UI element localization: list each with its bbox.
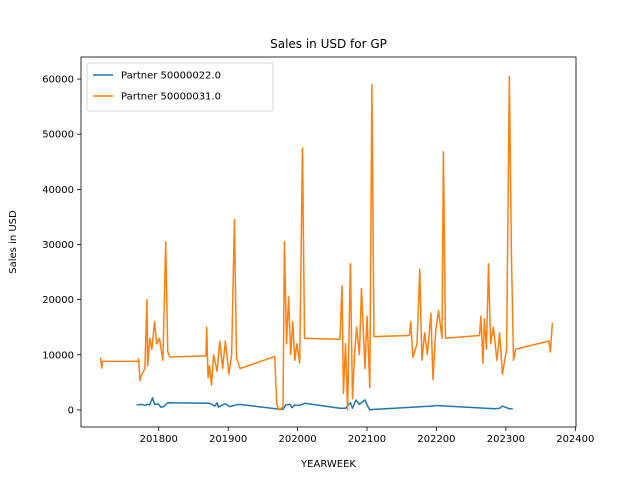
y-tick-label: 40000 — [42, 185, 74, 196]
x-tick-label: 202400 — [556, 434, 594, 445]
y-tick-label: 30000 — [42, 240, 74, 251]
data-line — [136, 397, 513, 411]
y-tick-label: 20000 — [42, 295, 74, 306]
x-tick-label: 201900 — [209, 434, 247, 445]
x-tick-label: 202300 — [487, 434, 525, 445]
y-axis-label: Sales in USD — [8, 210, 19, 274]
legend: Partner 50000022.0 Partner 50000031.0 — [86, 62, 274, 112]
plot-frame — [80, 56, 577, 428]
y-tick-label: 60000 — [42, 75, 74, 86]
x-tick-label: 201800 — [140, 434, 178, 445]
legend-label: Partner 50000022.0 — [121, 71, 221, 82]
x-tick-label: 202100 — [348, 434, 386, 445]
x-tick-label: 202200 — [417, 434, 455, 445]
y-tick-label: 10000 — [42, 350, 74, 361]
x-tick-label: 202000 — [279, 434, 317, 445]
legend-label: Partner 50000031.0 — [121, 92, 221, 103]
y-tick-label: 0 — [68, 405, 74, 416]
data-line — [99, 75, 554, 411]
chart-title: Sales in USD for GP — [270, 37, 387, 51]
legend-box — [86, 62, 274, 112]
x-axis-label: YEARWEEK — [300, 459, 356, 470]
y-tick-label: 50000 — [42, 130, 74, 141]
